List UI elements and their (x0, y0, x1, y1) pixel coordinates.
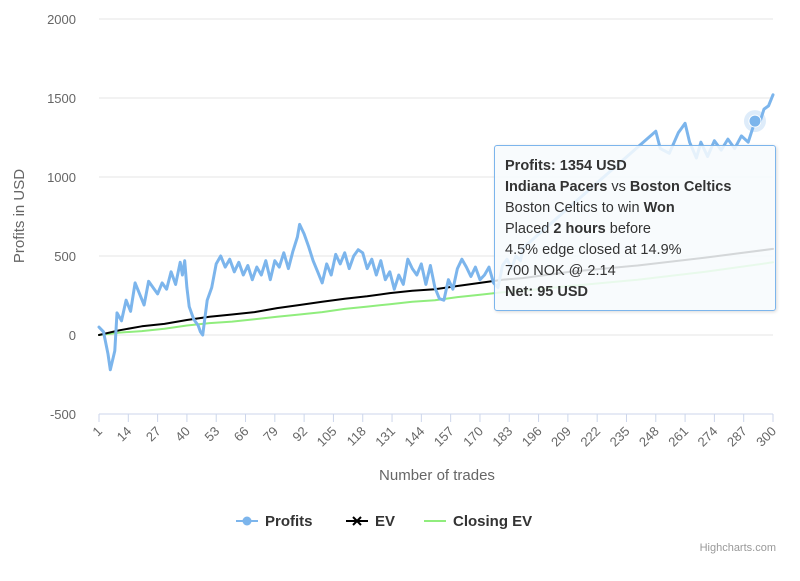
x-tick-label-235: 235 (607, 424, 633, 450)
x-tick-label-131: 131 (372, 424, 398, 450)
x-axis-title: Number of trades (379, 467, 495, 484)
tooltip-placed-prefix: Placed (505, 221, 550, 237)
y-tick-label-2000: 2000 (47, 12, 76, 27)
legend-label-profits: Profits (265, 513, 313, 530)
profits-hover-point[interactable] (748, 114, 762, 128)
y-tick-label-0: 0 (69, 328, 76, 343)
x-tick-label-248: 248 (636, 424, 662, 450)
x-tick-label-209: 209 (548, 424, 574, 450)
x-tick-label-27: 27 (143, 424, 164, 445)
x-tick-label-105: 105 (314, 424, 340, 450)
tooltip-matchup: Indiana Pacers vs Boston Celtics (505, 177, 765, 198)
legend-symbol-marker-profits (242, 516, 252, 526)
x-tick-label-222: 222 (577, 424, 603, 450)
tooltip-bet: Boston Celtics to win Won (505, 198, 765, 219)
x-tick-label-40: 40 (172, 424, 193, 445)
x-tick-label-196: 196 (519, 424, 545, 450)
tooltip-profits: Profits: 1354 USD (505, 158, 627, 174)
tooltip-team-home: Indiana Pacers (505, 179, 608, 195)
x-tick-label-92: 92 (289, 424, 310, 445)
legend: Profits EV Closing EV (236, 513, 532, 530)
legend-item-profits[interactable]: Profits (236, 513, 313, 530)
tooltip-stake: 700 NOK @ 2.14 (505, 263, 616, 279)
y-tick-label--500: -500 (50, 407, 76, 422)
tooltip-placed: Placed 2 hours before (505, 219, 765, 240)
x-tick-label-183: 183 (489, 424, 515, 450)
legend-item-ev[interactable]: EV (346, 513, 395, 530)
tooltip-edge: 4.5% edge closed at 14.9% (505, 242, 682, 258)
x-axis: 1 14 27 40 53 66 79 92 105 118 131 144 157 170 183 196 2… (89, 413, 779, 450)
x-tick-label-14: 14 (114, 424, 135, 445)
tooltip-vs: vs (611, 179, 626, 195)
y-tick-label-1500: 1500 (47, 91, 76, 106)
x-tick-label-300: 300 (753, 424, 779, 450)
legend-item-closing-ev[interactable]: Closing EV (424, 513, 532, 530)
x-tick-label-118: 118 (344, 424, 369, 449)
y-axis-title: Profits in USD (11, 169, 28, 263)
x-tick-label-287: 287 (724, 424, 750, 450)
x-tick-label-274: 274 (695, 424, 721, 450)
credits-link[interactable]: Highcharts.com (700, 542, 776, 554)
x-tick-label-53: 53 (202, 424, 223, 445)
x-tick-label-79: 79 (260, 424, 281, 445)
tooltip: Profits: 1354 USD Indiana Pacers vs Bost… (494, 145, 776, 311)
x-tick-label-157: 157 (431, 424, 457, 450)
x-tick-label-1: 1 (89, 424, 105, 440)
x-tick-label-261: 261 (665, 424, 691, 450)
tooltip-net: Net: 95 USD (505, 284, 588, 300)
x-tick-label-170: 170 (460, 424, 486, 450)
x-tick-label-144: 144 (402, 424, 428, 450)
legend-label-closing-ev: Closing EV (453, 513, 532, 530)
tooltip-team-away: Boston Celtics (629, 179, 732, 195)
legend-label-ev: EV (375, 513, 395, 530)
x-tick-label-66: 66 (231, 424, 252, 445)
tooltip-bet-text: Boston Celtics to win (505, 200, 640, 216)
y-tick-label-1000: 1000 (47, 170, 76, 185)
tooltip-placed-suffix: before (609, 221, 651, 237)
legend-symbol-marker-ev (352, 516, 362, 526)
y-axis: -500 0 500 1000 1500 2000 (47, 12, 76, 422)
tooltip-result: Won (643, 200, 675, 216)
tooltip-placed-time: 2 hours (553, 221, 606, 237)
y-tick-label-500: 500 (54, 249, 76, 264)
